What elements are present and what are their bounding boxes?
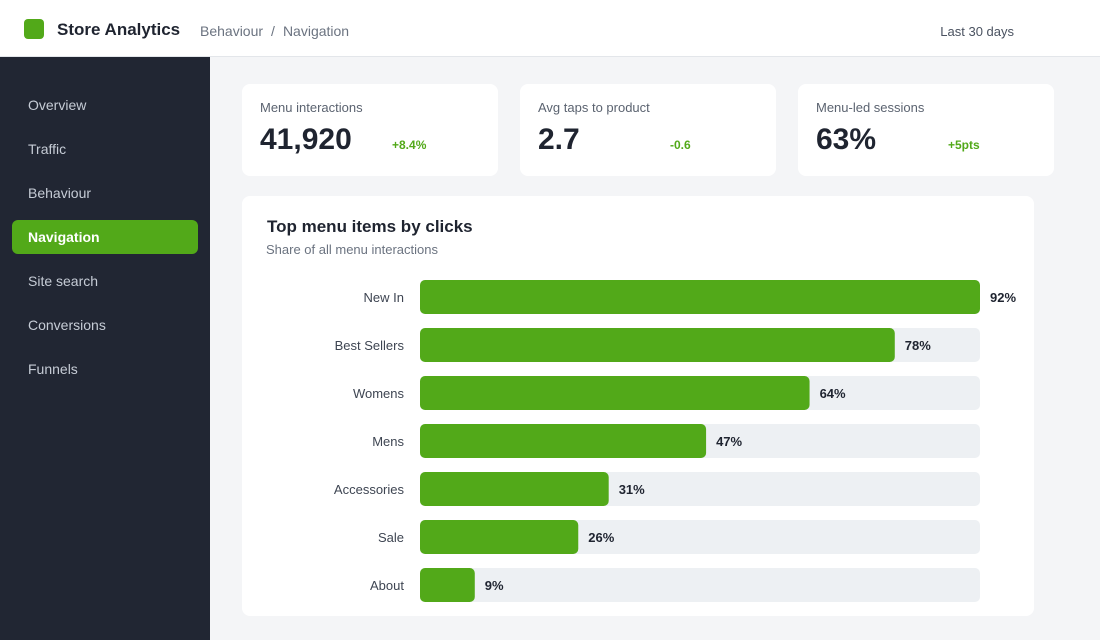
bar-label-best-sellers: Best Sellers <box>335 338 405 353</box>
bar-label-new-in: New In <box>364 290 404 305</box>
bar-best-sellers[interactable] <box>420 328 895 362</box>
breadcrumb-separator: / <box>271 23 275 39</box>
bar-label-mens: Mens <box>372 434 404 449</box>
top-bar: Store Analytics Behaviour / Navigation L… <box>0 0 1100 57</box>
kpi-card-menu-interactions: Menu interactions 41,920 +8.4% <box>242 84 498 176</box>
bar-mens[interactable] <box>420 424 707 458</box>
kpi-label: Menu interactions <box>260 100 363 115</box>
breadcrumb: Behaviour / Navigation <box>200 22 349 40</box>
kpi-value: 2.7 <box>538 123 580 156</box>
bar-value-about: 9% <box>485 578 504 593</box>
sidebar-item-funnels[interactable]: Funnels <box>28 361 78 377</box>
chart-card: Top menu items by clicks Share of all me… <box>242 196 1034 616</box>
kpi-card-avg-taps: Avg taps to product 2.7 -0.6 <box>520 84 776 176</box>
bar-value-accessories: 31% <box>619 482 645 497</box>
kpi-card-menu-led-sessions: Menu-led sessions 63% +5pts <box>798 84 1054 176</box>
bar-chart: New In 92% Best Sellers 78% Womens 64% Mens 47%… <box>334 280 1016 602</box>
bar-label-sale: Sale <box>378 530 404 545</box>
sidebar-item-traffic[interactable]: Traffic <box>28 141 67 157</box>
bar-label-womens: Womens <box>353 386 405 401</box>
breadcrumb-item-behaviour[interactable]: Behaviour <box>200 23 264 39</box>
sidebar: Overview Traffic Behaviour Navigation Si… <box>0 57 210 640</box>
date-range-selector[interactable]: Last 30 days <box>940 24 1014 39</box>
kpi-value: 63% <box>816 123 877 156</box>
bar-value-womens: 64% <box>820 386 846 401</box>
sidebar-item-conversions[interactable]: Conversions <box>28 317 106 333</box>
kpi-label: Avg taps to product <box>538 100 650 115</box>
breadcrumb-item-navigation: Navigation <box>282 23 350 39</box>
sidebar-item-overview[interactable]: Overview <box>28 97 87 113</box>
chart-subtitle: Share of all menu interactions <box>266 242 438 257</box>
bar-track-about <box>420 568 980 602</box>
app-logo <box>24 19 44 39</box>
kpi-delta: +5pts <box>948 138 980 152</box>
bar-about[interactable] <box>420 568 475 602</box>
kpi-delta: +8.4% <box>392 138 427 152</box>
bar-new-in[interactable] <box>420 280 980 314</box>
chart-title: Top menu items by clicks <box>267 217 473 236</box>
kpi-value: 41,920 <box>260 123 352 156</box>
kpi-delta: -0.6 <box>670 138 691 152</box>
bar-label-about: About <box>370 578 404 593</box>
app-title: Store Analytics <box>57 20 181 39</box>
bar-sale[interactable] <box>420 520 579 554</box>
bar-value-new-in: 92% <box>990 290 1016 305</box>
bar-womens[interactable] <box>420 376 810 410</box>
kpi-label: Menu-led sessions <box>816 100 925 115</box>
bar-accessories[interactable] <box>420 472 609 506</box>
bar-value-sale: 26% <box>588 530 614 545</box>
bar-value-mens: 47% <box>716 434 742 449</box>
bar-label-accessories: Accessories <box>334 482 405 497</box>
sidebar-item-navigation[interactable]: Navigation <box>12 220 198 254</box>
sidebar-item-behaviour[interactable]: Behaviour <box>28 185 92 201</box>
sidebar-item-site-search[interactable]: Site search <box>28 273 99 289</box>
bar-value-best-sellers: 78% <box>905 338 931 353</box>
